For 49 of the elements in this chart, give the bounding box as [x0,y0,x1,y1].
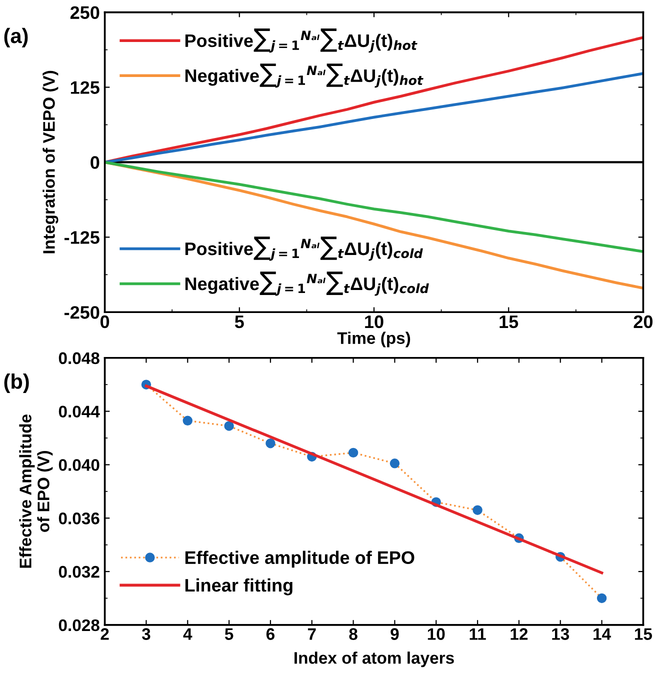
x-tick-label: 10 [428,628,445,640]
x-tick-label: 2 [100,628,109,640]
text: Negative∑$_{j=1}$$^{Nₐₗ}$∑$_{t}$ΔU$_{j}$(t)$_{cold}$ [185,272,429,296]
x-tick-label: 20 [634,315,653,328]
y-tick-label: 0.036 [58,512,100,524]
y-axis-title: Integration of VEPO (V) [42,70,58,254]
y-tick-label: 0.044 [58,406,100,418]
text: (a) [4,28,28,48]
point [348,448,358,458]
x-tick-label: 14 [594,628,611,640]
point [596,593,607,604]
y-axis-title: Effective Amplitude of EPO (V) [19,414,53,568]
x-tick-label: 8 [349,628,358,640]
y-tick-label: 0.048 [58,352,100,364]
point [390,458,400,468]
point [472,505,482,515]
x-tick-label: 13 [552,628,570,640]
y-tick-label: 0.040 [58,459,100,471]
x-tick-label: 15 [634,628,652,640]
x-tick-label: 10 [365,315,384,328]
y-tick-label: 0 [90,156,100,169]
x-tick-label: 9 [390,628,399,640]
x-tick-label: 3 [142,628,150,640]
x-tick-label: 12 [510,628,528,640]
x-tick-label: 4 [183,628,192,640]
y-tick-label: 250 [70,6,100,20]
x-tick-label: 7 [308,628,316,640]
text: (b) [4,374,29,393]
point [266,438,276,448]
y-tick-label: 0.032 [58,566,100,578]
y-tick-label: 125 [70,81,100,94]
text: Positive∑$_{j=1}$$^{Nₐₗ}$∑$_{t}$ΔU$_{j}$(t)$_{hot}$ [185,28,418,53]
x-tick-label: 15 [500,316,518,328]
x-axis-title: Time (ps) [337,332,410,348]
text: Positive∑$_{j=1}$$^{Nₐₗ}$∑$_{t}$ΔU$_{j}$(t)$_{cold}$ [185,236,423,261]
y-tick-label: -125 [64,231,100,244]
y-tick-label: -250 [64,306,100,319]
x-tick-label: 6 [266,628,274,640]
y-tick-label: 0.028 [58,619,100,632]
x-tick-label: 5 [234,316,244,328]
x-tick-label: 0 [100,315,110,328]
x-axis-title: Index of atom layers [294,652,454,668]
point [182,416,192,426]
x-tick-label: 5 [224,628,234,640]
x-tick-label: 11 [470,628,486,640]
text: Negative∑$_{j=1}$$^{Nₐₗ}$∑$_{t}$ΔU$_{j}$(t)$_{hot}$ [185,64,424,88]
legend-label: Effective amplitude of EPO [185,550,414,568]
legend-label: Linear fitting [185,578,292,596]
point [224,421,234,431]
